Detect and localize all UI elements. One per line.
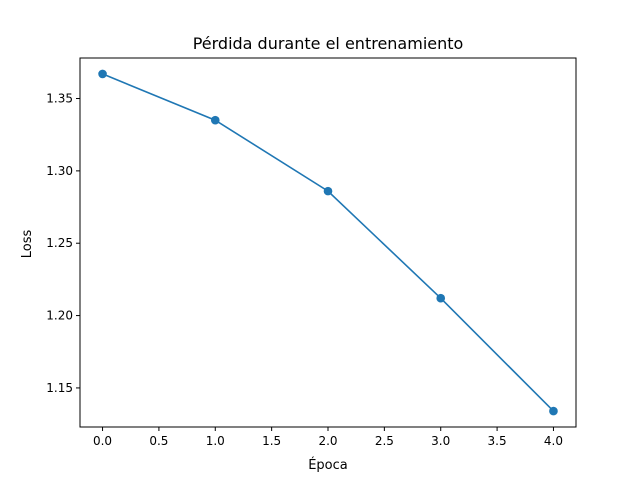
x-tick-label: 2.5 bbox=[375, 434, 394, 448]
x-axis-ticks: 0.0 0.5 1.0 1.5 2.0 2.5 3.0 3.5 4.0 bbox=[93, 427, 563, 448]
series-line bbox=[102, 73, 555, 412]
x-tick-label: 3.5 bbox=[488, 434, 507, 448]
y-tick-label: 1.35 bbox=[46, 92, 73, 106]
x-tick-label: 0.5 bbox=[149, 434, 168, 448]
x-tick-label: 2.0 bbox=[318, 434, 337, 448]
data-point bbox=[210, 115, 220, 125]
data-point bbox=[549, 406, 558, 416]
x-tick-label: 3.0 bbox=[431, 434, 450, 448]
series-layer bbox=[98, 69, 558, 416]
y-tick-label: 1.20 bbox=[46, 309, 73, 323]
y-tick-label: 1.25 bbox=[46, 236, 73, 250]
x-tick-label: 4.0 bbox=[544, 434, 563, 448]
plot-area-frame bbox=[79, 57, 577, 428]
y-axis-label: Loss bbox=[20, 230, 35, 259]
x-tick-label: 1.0 bbox=[206, 434, 225, 448]
data-point bbox=[98, 69, 107, 79]
x-tick-label: 0.0 bbox=[93, 434, 112, 448]
y-tick-label: 1.15 bbox=[46, 381, 73, 395]
x-tick-label: 1.5 bbox=[262, 434, 281, 448]
data-point bbox=[323, 186, 333, 196]
chart-title: Pérdida durante el entrenamiento bbox=[193, 34, 464, 53]
y-tick-label: 1.30 bbox=[46, 164, 73, 178]
y-axis-ticks: 1.15 1.20 1.25 1.30 1.35 bbox=[46, 92, 80, 395]
data-point bbox=[436, 293, 446, 303]
x-axis-label: Época bbox=[308, 457, 348, 473]
